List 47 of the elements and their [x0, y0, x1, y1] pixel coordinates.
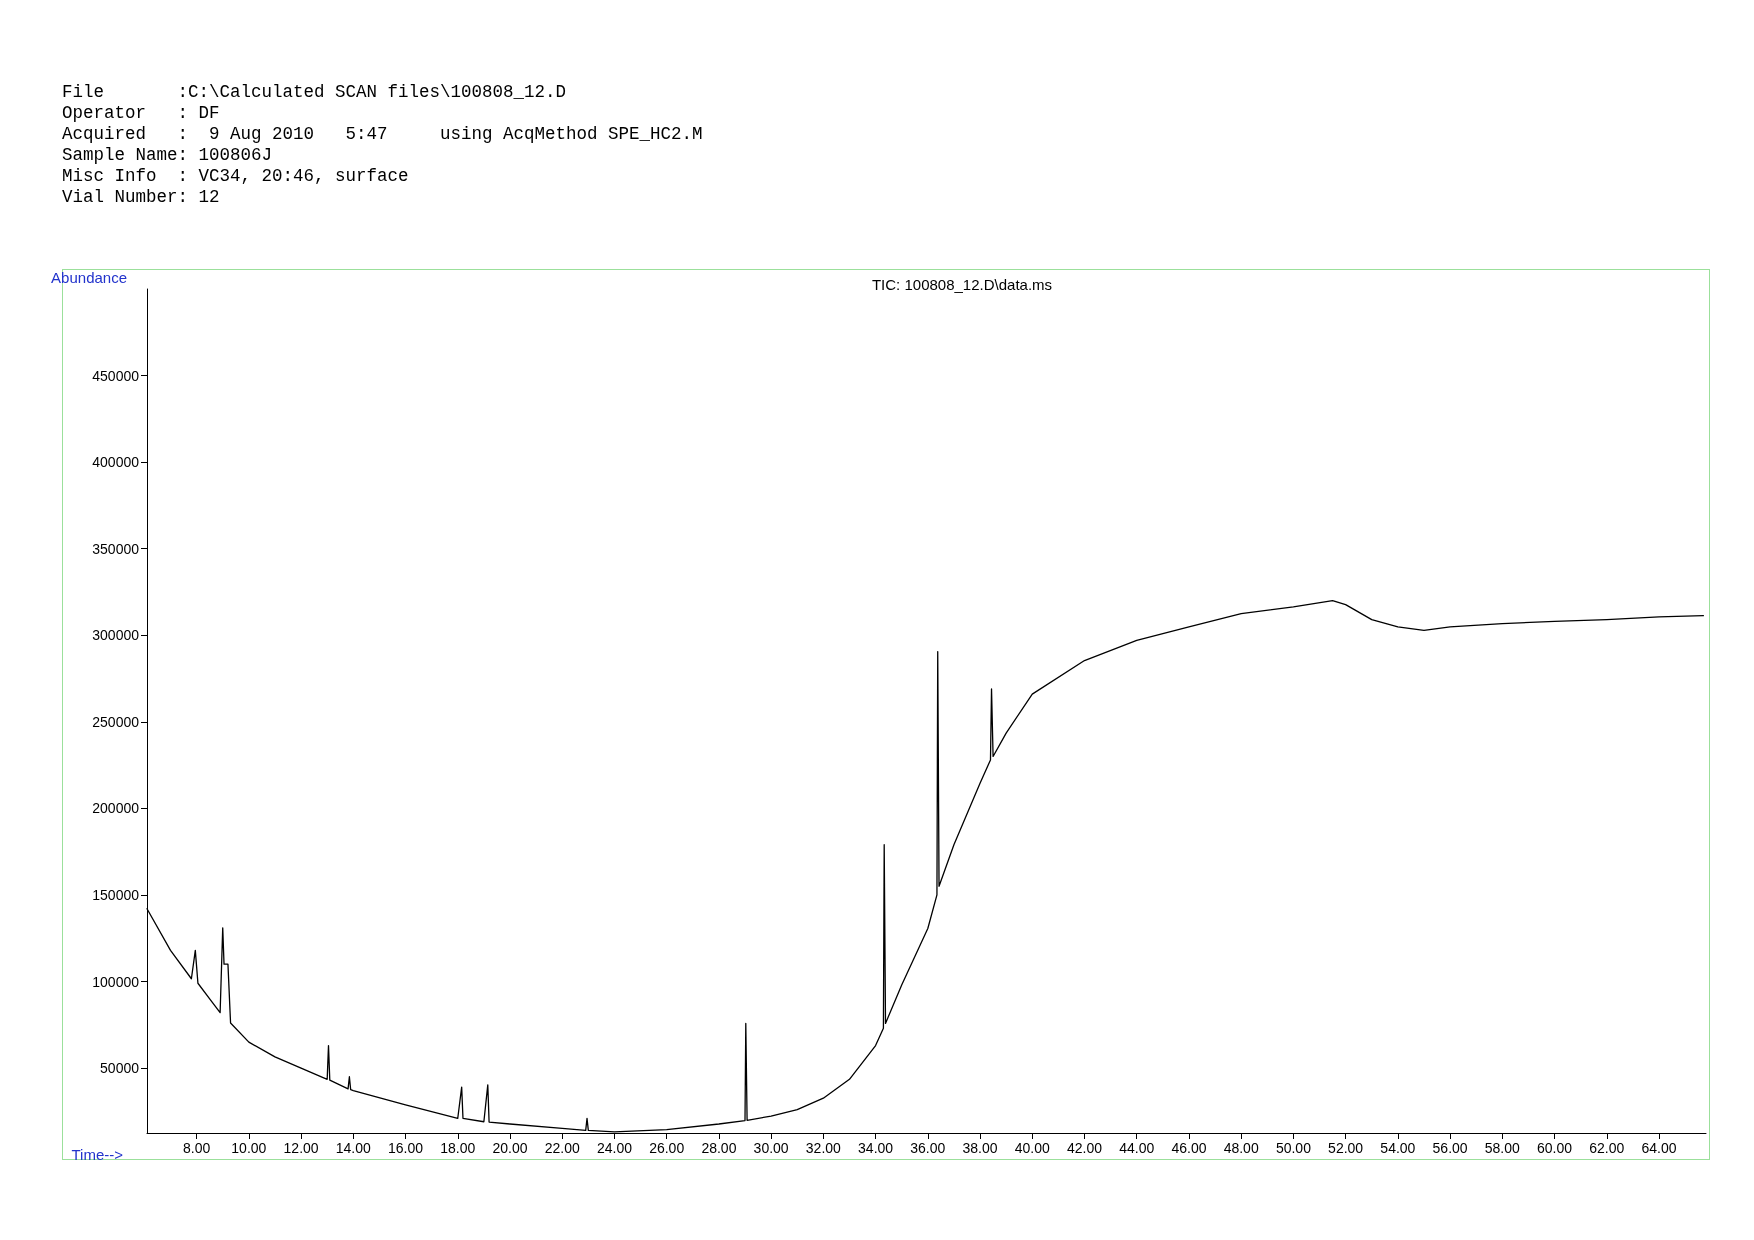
- x-tick-label: 62.00: [1589, 1140, 1625, 1156]
- x-tick-label: 50.00: [1275, 1140, 1312, 1156]
- x-tick-label: 8.00: [182, 1140, 211, 1156]
- y-tick-label: 150000: [92, 886, 140, 903]
- x-tick-label: 16.00: [388, 1140, 424, 1156]
- y-tick-label: 400000: [92, 454, 140, 471]
- x-tick-label: 12.00: [283, 1140, 319, 1156]
- x-tick-label: 26.00: [649, 1140, 685, 1156]
- x-tick-label: 20.00: [492, 1140, 528, 1156]
- x-tick-label: 38.00: [962, 1140, 998, 1156]
- x-tick-label: 14.00: [335, 1140, 372, 1156]
- x-tick-label: 52.00: [1328, 1140, 1364, 1156]
- text: Vial Number: 12: [62, 187, 221, 208]
- x-tick-label: 32.00: [805, 1140, 842, 1156]
- x-tick-label: 24.00: [596, 1140, 633, 1156]
- x-tick-label: 18.00: [440, 1140, 476, 1156]
- x-axis-title: Time-->: [71, 1146, 124, 1163]
- x-tick-label: 58.00: [1484, 1140, 1521, 1156]
- text: Sample Name: 100806J: [62, 145, 274, 166]
- y-tick-label: 100000: [92, 973, 140, 990]
- chart-title: TIC: 100808_12.D\data.ms: [871, 276, 1053, 293]
- x-tick-label: 44.00: [1119, 1140, 1155, 1156]
- text: Acquired : 9 Aug 2010 5:47 using AcqMethod SPE_HC2.M: [62, 124, 703, 145]
- text: File :C:\Calculated SCAN files\100808_12.D: [62, 82, 568, 103]
- x-tick-label: 54.00: [1380, 1140, 1416, 1156]
- text: Operator : DF: [62, 103, 221, 124]
- x-tick-label: 48.00: [1223, 1140, 1259, 1156]
- x-tick-label: 42.00: [1066, 1140, 1103, 1156]
- x-tick-label: 30.00: [753, 1140, 789, 1156]
- y-tick-label: 350000: [92, 540, 140, 557]
- y-axis-title: Abundance: [51, 269, 127, 286]
- x-tick-label: 46.00: [1171, 1140, 1207, 1156]
- x-tick-label: 28.00: [701, 1140, 737, 1156]
- x-tick-label: 36.00: [910, 1140, 946, 1156]
- x-tick-label: 34.00: [858, 1140, 894, 1156]
- y-tick-label: 50000: [100, 1060, 140, 1077]
- x-tick-label: 10.00: [231, 1140, 267, 1156]
- x-tick-label: 60.00: [1537, 1140, 1573, 1156]
- y-tick-label: 300000: [92, 627, 140, 644]
- y-tick-label: 450000: [92, 367, 140, 384]
- x-tick-label: 64.00: [1641, 1140, 1677, 1156]
- text: Misc Info : VC34, 20:46, surface: [62, 166, 410, 187]
- x-tick-label: 40.00: [1014, 1140, 1050, 1156]
- y-tick-label: 250000: [92, 713, 140, 730]
- y-tick-label: 200000: [92, 800, 140, 817]
- x-tick-label: 56.00: [1432, 1140, 1468, 1156]
- x-tick-label: 22.00: [544, 1140, 580, 1156]
